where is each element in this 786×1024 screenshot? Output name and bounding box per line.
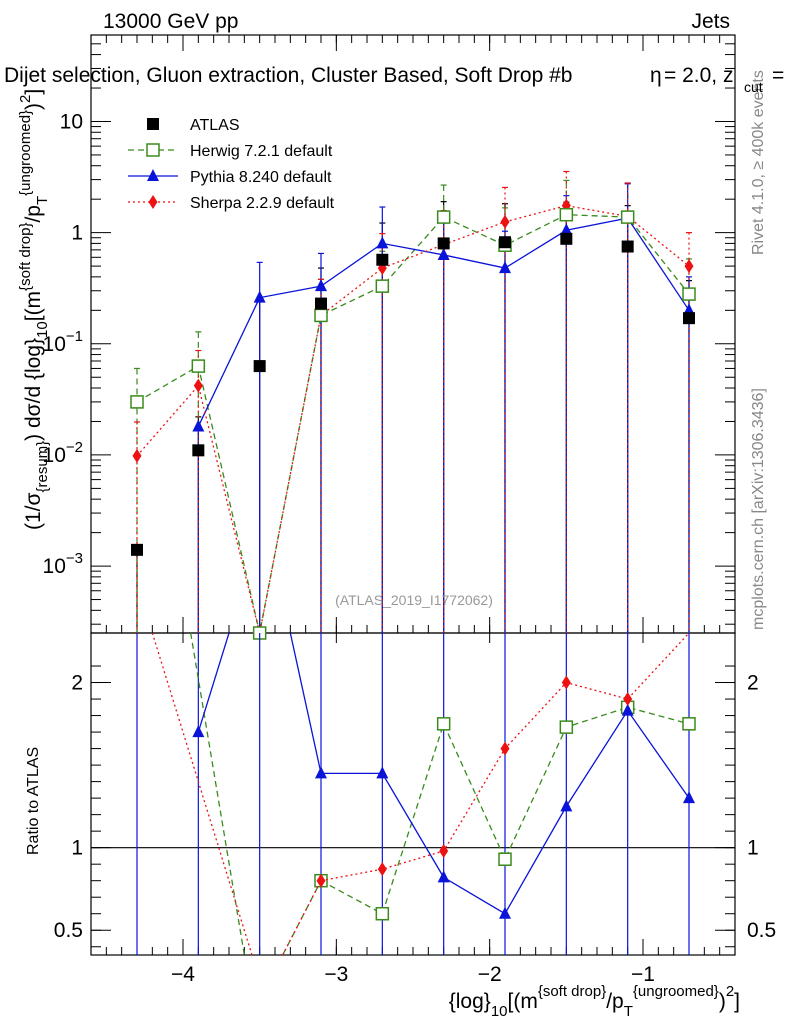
data-point [500, 214, 510, 229]
ratio-point [377, 862, 387, 877]
y-ratio-tick-label-right: 2 [747, 672, 759, 695]
series-line-1 [136, 214, 690, 634]
ratio-line-offchart [151, 632, 253, 956]
legend-marker [148, 195, 158, 209]
ratio-point [436, 717, 451, 731]
data-point [193, 378, 203, 393]
y-main-tick-label: 10 [60, 110, 83, 133]
ratio-point [623, 692, 633, 707]
data-point [682, 287, 696, 301]
y-main-tick-label: 1 [71, 222, 83, 245]
data-point [437, 237, 450, 250]
legend-label: Sherpa 2.2.9 default [190, 195, 335, 212]
rivet-label: Rivet 4.1.0, ≥ 400k events [750, 70, 767, 255]
y-ratio-tick-label-left: 1 [71, 837, 83, 860]
ratio-point [499, 906, 511, 919]
ratio-point [439, 843, 449, 858]
ratio-point [376, 766, 389, 779]
ratio-point [315, 766, 327, 779]
data-point [621, 240, 634, 253]
data-point [437, 247, 450, 260]
ratio-line-offchart [289, 632, 322, 774]
y-ratio-tick-label-right: 1 [747, 837, 759, 860]
y-axis-label-main: (1/σ{resum}) dσ/d {log}10[(m{soft drop}/… [17, 89, 51, 530]
data-point [375, 279, 390, 293]
data-point [683, 312, 695, 325]
mcplots-label: mcplots.cern.ch [arXiv:1306.3436] [750, 388, 767, 630]
y-main-tick-label: 10−3 [43, 550, 83, 578]
legend-marker [146, 143, 160, 157]
x-tick-label: −2 [478, 963, 502, 986]
data-point [620, 210, 635, 224]
data-point [192, 444, 205, 457]
ratio-point [559, 720, 574, 734]
ratio-line-offchart [282, 880, 322, 956]
data-point [559, 207, 574, 222]
y-main-tick-label: 10−1 [43, 328, 83, 356]
title-eq: = [772, 64, 784, 87]
legend-marker [147, 169, 159, 181]
data-point [132, 448, 142, 463]
ratio-point [561, 675, 571, 690]
data-point [315, 279, 327, 292]
series-line-3 [136, 204, 690, 634]
y-ratio-tick-label-left: 2 [71, 672, 83, 695]
x-tick-label: −1 [631, 963, 655, 986]
title-cut-sub: cut [744, 79, 763, 95]
header-jets: Jets [691, 10, 730, 33]
data-point [436, 210, 451, 224]
data-point [253, 290, 266, 303]
title-beta: η [650, 64, 662, 87]
header-energy: 13000 GeV pp [103, 10, 238, 33]
ratio-point [683, 791, 695, 804]
ratio-point [560, 799, 573, 812]
ratio-point [437, 870, 450, 883]
ratio-point [500, 741, 510, 756]
y-axis-label-ratio: Ratio to ATLAS [25, 747, 42, 855]
ratio-plot-series [136, 632, 696, 956]
data-point [315, 297, 327, 310]
ratio-point [375, 906, 390, 921]
plot-title: Dijet selection, Gluon extraction, Clust… [4, 64, 572, 87]
ratio-point [498, 852, 512, 866]
data-point [314, 308, 328, 323]
legend-label: Herwig 7.2.1 default [190, 143, 333, 160]
data-point [191, 359, 206, 373]
data-point [560, 232, 573, 245]
y-ratio-tick-label-right: 0.5 [747, 919, 776, 942]
data-point [560, 223, 573, 236]
legend-label: Pythia 8.240 default [190, 169, 332, 186]
ratio-point [192, 725, 205, 738]
data-point [130, 395, 144, 409]
data-point [376, 253, 389, 266]
y-ratio-tick-label-left: 0.5 [54, 919, 83, 942]
title-tail: = 2.0, z [664, 64, 733, 87]
data-point [192, 419, 205, 432]
legend-marker [147, 118, 159, 130]
x-axis-label: {log}10[(m{soft drop}/pT{ungroomed})2] [449, 983, 740, 1020]
ratio-line-offchart [197, 632, 230, 733]
legend: ATLAS Herwig 7.2.1 default Pythia 8.240 de… [128, 117, 335, 212]
data-point [376, 236, 389, 249]
ratio-point [621, 703, 634, 716]
data-point [499, 261, 511, 274]
data-point [253, 360, 266, 373]
ratio-plot-frame [90, 632, 736, 956]
x-tick-label: −3 [324, 963, 348, 986]
legend-label: ATLAS [190, 117, 240, 134]
analysis-watermark: (ATLAS_2019_I1772062) [335, 592, 493, 608]
ratio-point [316, 873, 326, 888]
data-point [131, 543, 143, 556]
ratio-point [682, 717, 696, 731]
y-main-tick-label: 10−2 [43, 439, 83, 467]
main-plot-frame [90, 34, 736, 634]
data-point [684, 259, 694, 274]
axis-ticks: −4 −3 −2 −1 10−3 10−2 10−1 1 10 0.5 0.5 1 1 2 2 [43, 34, 776, 986]
x-tick-label: −4 [171, 963, 195, 986]
data-point [499, 236, 511, 249]
main-plot-series [130, 170, 696, 640]
